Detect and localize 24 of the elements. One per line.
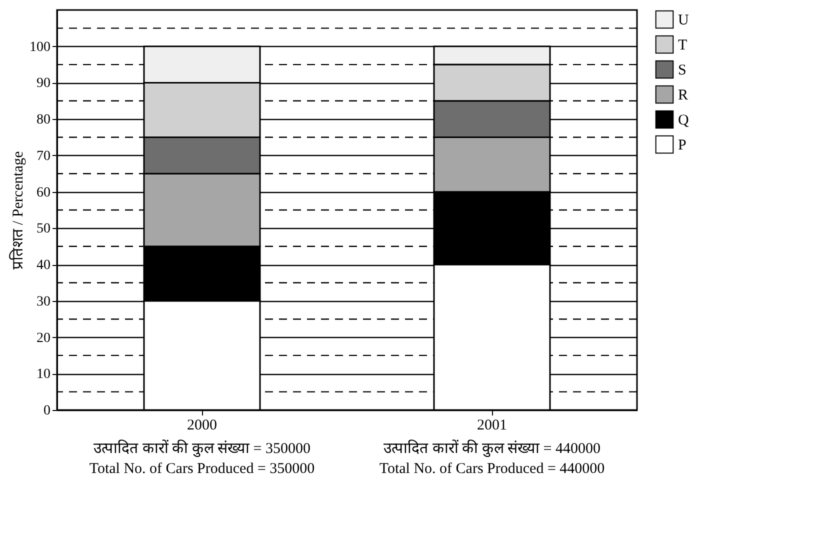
- y-tick-label: 40: [36, 258, 50, 274]
- y-tick-label: 10: [36, 367, 50, 382]
- y-tick-label: 80: [36, 112, 50, 128]
- y-tick-label: 30: [36, 294, 50, 310]
- legend-label: R: [678, 88, 688, 104]
- y-tick-label: 60: [36, 185, 50, 200]
- legend-label: Q: [678, 112, 689, 128]
- legend-label: T: [678, 38, 688, 54]
- y-tick-label: 0: [44, 404, 50, 418]
- text: उत्पादित कारों की कुल संख्या = 350000: [94, 439, 310, 458]
- legend-label: S: [678, 62, 686, 78]
- legend-label: P: [678, 138, 686, 154]
- x-tick-label: 2001: [477, 418, 507, 434]
- x-tick-label: 2000: [187, 418, 217, 434]
- y-tick-label: 90: [36, 76, 50, 92]
- y-tick-label: 100: [30, 40, 50, 55]
- y-tick-label: 50: [36, 222, 50, 237]
- y-tick-label: 20: [36, 330, 50, 346]
- y-tick-label: 70: [36, 148, 50, 164]
- text: Total No. of Cars Produced = 440000: [379, 461, 605, 477]
- y-axis-title: प्रतिशत / Percentage: [8, 150, 26, 270]
- text: Total No. of Cars Produced = 350000: [89, 461, 315, 477]
- legend-label: U: [678, 12, 689, 28]
- text: उत्पादित कारों की कुल संख्या = 440000: [384, 439, 600, 458]
